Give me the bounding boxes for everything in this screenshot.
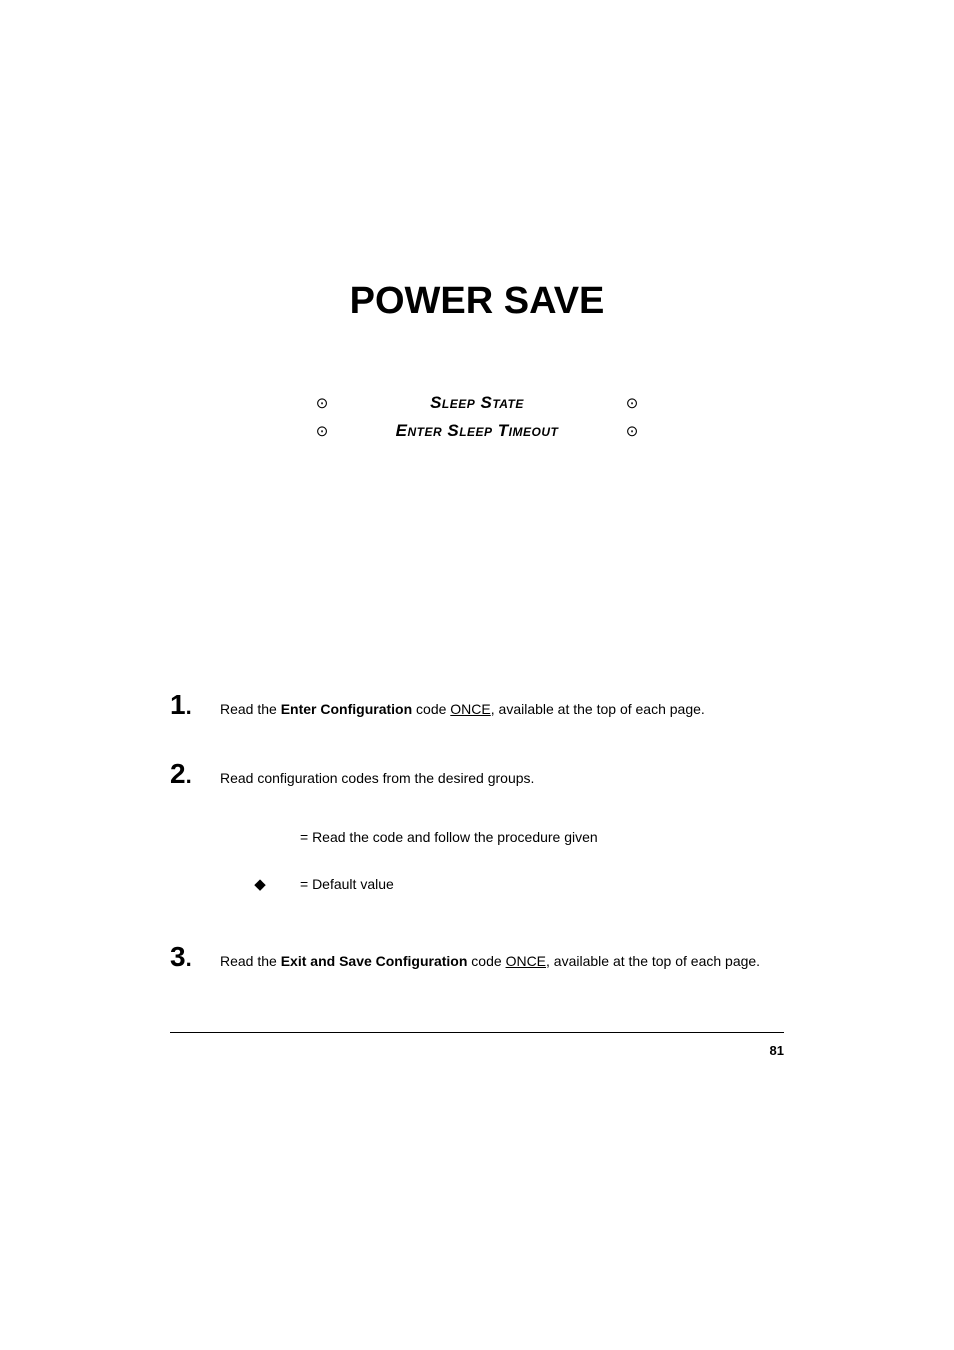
step-text: Read the Exit and Save Configuration cod… <box>220 943 784 972</box>
step-item: 3. Read the Exit and Save Configuration … <box>170 943 784 972</box>
page-title: POWER SAVE <box>170 280 784 323</box>
legend-row: = Read the code and follow the procedure… <box>220 829 784 845</box>
step-number: 1. <box>170 691 220 719</box>
step-text: Read the Enter Configuration code ONCE, … <box>220 691 784 720</box>
step-item: 2. Read configuration codes from the des… <box>170 760 784 789</box>
bullet-icon: ⊙ <box>307 422 337 440</box>
legend: = Read the code and follow the procedure… <box>220 829 784 893</box>
bullet-icon: ⊙ <box>307 394 337 412</box>
steps-list: 1. Read the Enter Configuration code ONC… <box>170 691 784 972</box>
footer-rule <box>170 1032 784 1033</box>
step-number: 2. <box>170 760 220 788</box>
step-text: Read configuration codes from the desire… <box>220 760 784 789</box>
subtitle-text: Sleep State <box>337 393 617 413</box>
legend-text: = Default value <box>300 876 784 892</box>
page-number: 81 <box>170 1043 784 1058</box>
step-number: 3. <box>170 943 220 971</box>
bullet-icon: ⊙ <box>617 394 647 412</box>
step-item: 1. Read the Enter Configuration code ONC… <box>170 691 784 720</box>
diamond-icon: ◆ <box>220 875 300 893</box>
subtitle-row: ⊙ Enter Sleep Timeout ⊙ <box>307 421 647 441</box>
legend-row: ◆ = Default value <box>220 875 784 893</box>
subtitle-row: ⊙ Sleep State ⊙ <box>307 393 647 413</box>
legend-text: = Read the code and follow the procedure… <box>300 829 784 845</box>
subtitle-text: Enter Sleep Timeout <box>337 421 617 441</box>
subtitle-list: ⊙ Sleep State ⊙ ⊙ Enter Sleep Timeout ⊙ <box>307 393 647 441</box>
bullet-icon: ⊙ <box>617 422 647 440</box>
document-page: POWER SAVE ⊙ Sleep State ⊙ ⊙ Enter Sleep… <box>0 0 954 1058</box>
